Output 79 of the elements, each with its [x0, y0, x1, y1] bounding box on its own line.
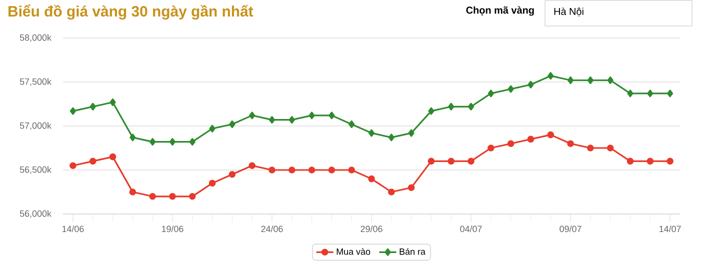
legend-label: Bán ra — [400, 248, 426, 255]
point — [268, 116, 276, 124]
point — [169, 193, 176, 200]
point — [89, 158, 96, 165]
x-tick-label: 14/07 — [660, 226, 681, 232]
point — [647, 90, 654, 98]
point — [587, 76, 594, 84]
point — [388, 188, 395, 196]
point — [408, 129, 414, 137]
point — [90, 102, 96, 110]
point — [189, 138, 196, 146]
point — [606, 144, 614, 152]
point — [150, 138, 156, 146]
point — [646, 158, 654, 165]
point — [567, 76, 574, 84]
point — [528, 80, 534, 88]
point — [109, 153, 116, 160]
point — [468, 158, 474, 165]
point — [248, 162, 256, 169]
y-tick-label: 56,000k — [20, 210, 52, 218]
point — [548, 72, 554, 80]
point — [129, 188, 136, 196]
point — [626, 158, 634, 165]
x-tick-label: 04/07 — [460, 226, 482, 232]
point — [368, 175, 375, 182]
point — [488, 144, 494, 152]
point — [70, 162, 76, 169]
text: Chọn mã vàng — [466, 6, 534, 16]
point — [468, 102, 474, 110]
point — [188, 193, 196, 200]
point — [507, 140, 514, 147]
point — [408, 184, 415, 191]
point — [308, 166, 316, 174]
point — [368, 129, 375, 137]
point — [547, 131, 554, 138]
point — [130, 134, 136, 142]
point — [348, 120, 355, 128]
point — [208, 180, 216, 187]
x-tick-label: 09/07 — [560, 226, 582, 232]
y-tick-label: 57,000k — [20, 122, 52, 130]
point — [388, 134, 394, 142]
x-tick-label: 29/06 — [360, 226, 382, 232]
y-tick-label: 57,500k — [20, 78, 52, 86]
x-tick-label: 14/06 — [62, 226, 84, 232]
point — [228, 171, 236, 178]
point — [667, 90, 674, 98]
point — [428, 158, 435, 165]
point — [448, 158, 455, 165]
point — [448, 102, 454, 110]
x-tick-label: 19/06 — [162, 226, 184, 232]
point — [268, 166, 276, 174]
point — [508, 85, 514, 93]
point — [308, 112, 315, 120]
point — [666, 158, 674, 165]
chart-title: Biểu đồ giá vàng 30 ngày gần nhất — [8, 4, 254, 20]
point — [249, 112, 256, 120]
y-tick-label: 56,500k — [20, 166, 52, 174]
point — [488, 90, 494, 98]
point — [169, 138, 176, 146]
point — [70, 107, 76, 115]
point — [328, 112, 335, 120]
y-tick-label: 58,000k — [20, 34, 52, 42]
point — [607, 76, 614, 84]
point — [428, 107, 434, 115]
point — [149, 193, 156, 200]
legend-label: Mua vào — [336, 248, 370, 255]
point — [288, 116, 295, 124]
point — [288, 166, 296, 174]
x-tick-label: 24/06 — [261, 226, 283, 232]
text: Hà Nội — [554, 8, 584, 16]
point — [567, 140, 574, 147]
point — [229, 120, 236, 128]
point — [627, 90, 634, 98]
point — [348, 166, 355, 174]
point — [209, 124, 216, 132]
point — [328, 166, 336, 174]
point — [110, 98, 116, 106]
point — [587, 144, 594, 152]
point — [527, 136, 534, 143]
